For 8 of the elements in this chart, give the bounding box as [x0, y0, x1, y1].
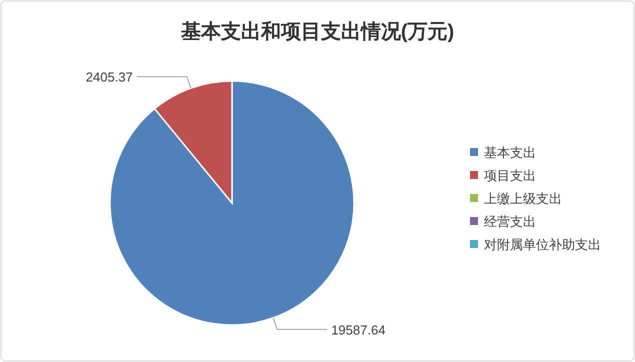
- legend-label: 上缴上级支出: [484, 191, 562, 206]
- legend-label: 项目支出: [484, 168, 536, 183]
- data-label: 19587.64: [331, 322, 386, 338]
- legend-label: 基本支出: [484, 145, 536, 160]
- legend-label: 经营支出: [484, 214, 536, 229]
- data-label: 2405.37: [86, 70, 133, 85]
- chart-title: 基本支出和项目支出情况(万元): [180, 20, 454, 43]
- legend-label: 对附属单位补助支出: [484, 237, 601, 252]
